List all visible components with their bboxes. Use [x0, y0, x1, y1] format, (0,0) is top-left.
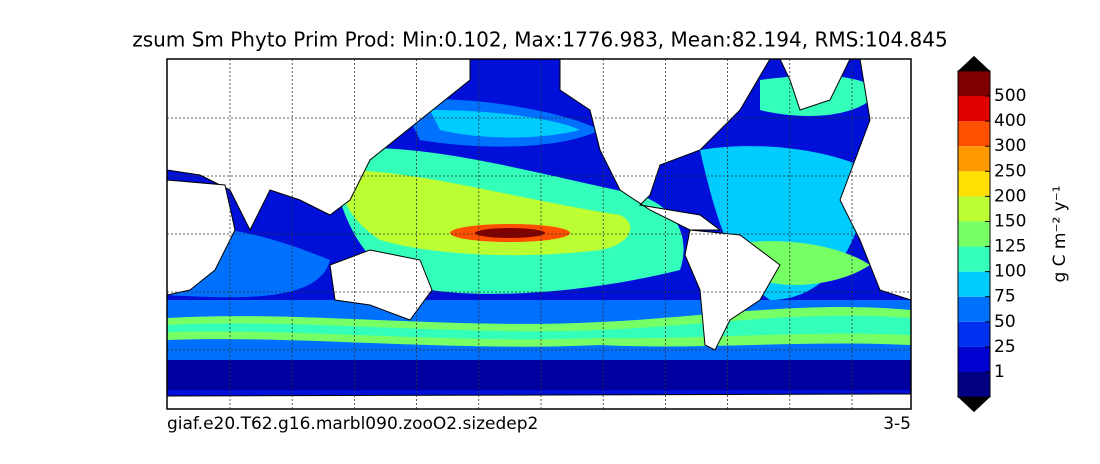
colorbar-band — [958, 271, 990, 297]
colorbar-band — [958, 246, 990, 272]
colorbar-tick-label: 250 — [994, 161, 1026, 181]
colorbar-band — [958, 372, 990, 398]
colorbar-tick-label: 125 — [994, 237, 1026, 257]
colorbar-tick-label: 300 — [994, 136, 1026, 156]
colorbar-label: g C m⁻² y⁻¹ — [1050, 185, 1070, 282]
caption-left: giaf.e20.T62.g16.marbl090.zooO2.sizedep2 — [167, 414, 538, 434]
map — [167, 59, 911, 409]
colorbar-tick-label: 100 — [994, 262, 1026, 282]
colorbar-extend-bottom — [958, 397, 990, 413]
colorbar-tick-label: 200 — [994, 186, 1026, 206]
caption-right: 3-5 — [883, 414, 911, 434]
graticule — [167, 59, 911, 409]
colorbar-band — [958, 121, 990, 147]
colorbar-band — [958, 70, 990, 96]
colorbar-tick-label: 1 — [994, 362, 1005, 382]
colorbar-tick-label: 50 — [994, 312, 1016, 332]
map-frame — [166, 58, 912, 410]
colorbar-tick-label: 25 — [994, 337, 1016, 357]
colorbar-extend-top — [958, 55, 990, 71]
colorbar-tick-label: 150 — [994, 211, 1026, 231]
colorbar-band — [958, 346, 990, 372]
colorbar-band — [958, 296, 990, 322]
colorbar-band — [958, 196, 990, 222]
colorbar-tick-label: 75 — [994, 287, 1016, 307]
colorbar-band — [958, 171, 990, 197]
title: zsum Sm Phyto Prim Prod: Min:0.102, Max:… — [132, 28, 947, 52]
colorbar-band — [958, 321, 990, 347]
colorbar-band — [958, 221, 990, 247]
colorbar-tick-label: 400 — [994, 111, 1026, 131]
colorbar-band — [958, 146, 990, 172]
colorbar-tick-label: 500 — [994, 86, 1026, 106]
colorbar-frame — [957, 70, 991, 398]
colorbar-band — [958, 96, 990, 122]
